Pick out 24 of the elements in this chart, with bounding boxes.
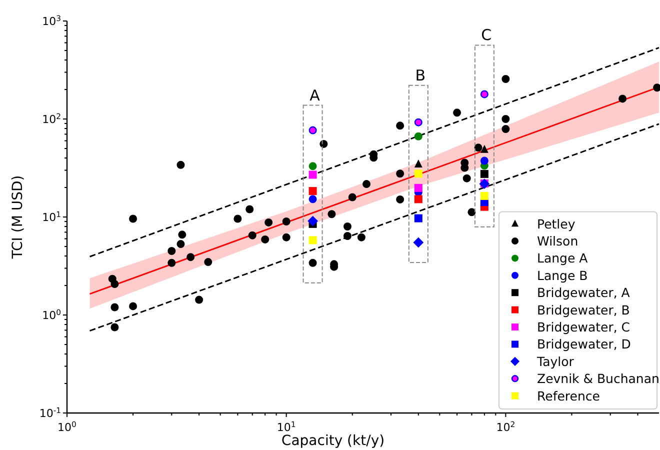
legend-label: Bridgewater, D <box>537 336 631 352</box>
y-tick-label: 10$^{-1}$ <box>39 406 62 420</box>
y-tick-label: 10$^{0}$ <box>42 308 62 322</box>
legend-label: Zevnik & Buchanan <box>537 371 660 386</box>
legend-label: Lange A <box>537 250 588 266</box>
x-axis-title: Capacity (kt/y) <box>281 433 385 449</box>
legend-label: Bridgewater, A <box>537 285 630 300</box>
legend-label: Bridgewater, B <box>537 302 630 318</box>
y-axis-title: TCI (M USD) <box>10 175 26 260</box>
legend-label: Bridgewater, C <box>537 320 630 334</box>
y-tick-label: 10$^{2}$ <box>42 112 62 126</box>
annotation: C <box>481 26 492 44</box>
x-tick-label: 10$^{0}$ <box>58 420 77 434</box>
legend-label: Petley <box>537 216 576 232</box>
legend-label: Taylor <box>536 354 575 369</box>
annotation: B <box>415 66 426 84</box>
y-tick-label: 10$^{1}$ <box>42 210 62 224</box>
legend-label: Wilson <box>537 234 578 248</box>
legend-label: Lange B <box>537 268 588 283</box>
legend-label: Reference <box>537 388 600 404</box>
annotation: A <box>310 86 321 104</box>
y-tick-label: 10$^{3}$ <box>42 14 62 28</box>
x-tick-label: 10$^{1}$ <box>276 420 296 434</box>
x-tick-label: 10$^{2}$ <box>496 420 516 434</box>
